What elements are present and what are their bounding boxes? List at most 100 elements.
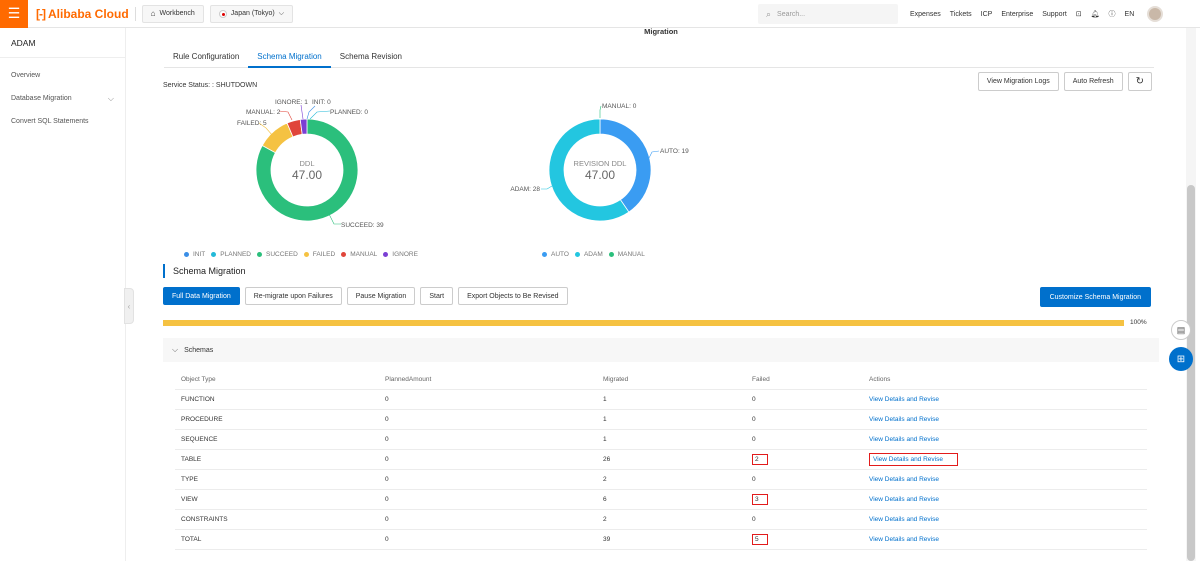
failed-count: 0	[752, 436, 756, 443]
table-cell: 1	[597, 416, 746, 423]
data-label: AUTO: 19	[660, 148, 689, 155]
leader-line	[258, 122, 274, 137]
migrated-count: 1	[603, 396, 607, 403]
legend-item[interactable]: MANUAL	[608, 251, 645, 258]
legend-item[interactable]: FAILED	[303, 251, 335, 258]
table-cell: View Details and Revise	[863, 416, 1147, 423]
legend-item[interactable]: IGNORE	[383, 251, 418, 258]
pause-migration-button[interactable]: Pause Migration	[346, 287, 416, 305]
customize-container: Customize Schema Migration	[1035, 287, 1151, 307]
table-row: VIEW 0 6 3 View Details and Revise	[175, 490, 1147, 510]
refresh-icon[interactable]: ↻	[1127, 72, 1152, 91]
expenses-link[interactable]: Expenses	[910, 10, 941, 18]
table-cell: 0	[379, 496, 597, 503]
data-label: INIT: 0	[312, 99, 331, 106]
bell-icon[interactable]: 🔔︎	[1090, 11, 1100, 18]
planned-amount: 0	[385, 396, 389, 403]
column-header: Actions	[869, 376, 891, 383]
table-row: TOTAL 0 39 5 View Details and Revise	[175, 530, 1147, 550]
leader-line	[300, 104, 304, 120]
legend-item[interactable]: SUCCEED	[257, 251, 298, 258]
leader-line	[599, 105, 602, 118]
chevron-down-icon: ⌵	[172, 345, 179, 354]
region-selector[interactable]: Japan (Tokyo) ⌵	[209, 4, 294, 23]
center-value: 47.00	[292, 168, 322, 182]
avatar[interactable]	[1147, 6, 1164, 22]
legend-label: AUTO	[551, 251, 569, 258]
failed-count: 0	[752, 476, 756, 483]
terminal-icon[interactable]: ⊡	[1075, 11, 1082, 18]
migrated-count: 1	[603, 416, 607, 423]
legend-label: IGNORE	[392, 251, 418, 258]
tickets-link[interactable]: Tickets	[949, 10, 972, 18]
tab-rule-configuration[interactable]: Rule Configuration	[173, 52, 240, 61]
support-link[interactable]: Support	[1042, 10, 1067, 18]
view-details-link[interactable]: View Details and Revise	[869, 453, 958, 466]
sidebar-item-overview[interactable]: Overview	[11, 72, 41, 79]
object-type: FUNCTION	[181, 396, 215, 403]
customize-schema-migration-button[interactable]: Customize Schema Migration	[1039, 287, 1151, 307]
legend-item[interactable]: PLANNED	[211, 251, 251, 258]
view-details-link[interactable]: View Details and Revise	[869, 496, 939, 503]
view-details-link[interactable]: View Details and Revise	[869, 416, 939, 423]
enterprise-link[interactable]: Enterprise	[1001, 10, 1034, 18]
brand-logo[interactable]: [-] Alibaba Cloud	[36, 6, 129, 21]
hamburger-menu-icon[interactable]: ☰	[0, 0, 28, 28]
view-details-link[interactable]: View Details and Revise	[869, 436, 939, 443]
table-cell: View Details and Revise	[863, 496, 1147, 503]
chat-icon[interactable]: ▤	[1171, 320, 1191, 340]
legend-dot-icon	[574, 252, 580, 257]
scrollbar-thumb[interactable]	[1187, 185, 1195, 561]
legend-dot-icon	[184, 252, 189, 257]
legend-item[interactable]: AUTO	[542, 251, 569, 258]
alibaba-logo-icon: [-]	[36, 6, 46, 21]
data-label: MANUAL: 2	[246, 109, 281, 116]
remigrate-button[interactable]: Re-migrate upon Failures	[244, 287, 342, 305]
legend-item[interactable]: MANUAL	[341, 251, 377, 258]
start-button[interactable]: Start	[420, 287, 454, 305]
table-cell: 2	[597, 516, 746, 523]
search-input[interactable]: ⌕ Search...	[758, 4, 898, 24]
help-icon[interactable]: ⓘ	[1108, 11, 1116, 18]
legend-label: INIT	[193, 251, 206, 258]
sidebar-collapse-handle[interactable]: ‹	[124, 288, 134, 324]
legend-dot-icon	[383, 252, 389, 257]
export-objects-button[interactable]: Export Objects to Be Revised	[458, 287, 568, 305]
japan-flag-icon	[218, 9, 227, 18]
apps-icon[interactable]: ⊞	[1169, 347, 1193, 371]
table-cell: 0	[379, 396, 597, 403]
schemas-collapse[interactable]: ⌵ Schemas	[163, 338, 1159, 362]
leader-line	[541, 185, 553, 190]
slice-failed	[261, 122, 294, 154]
language-switch[interactable]: EN	[1124, 10, 1135, 18]
table-cell: CONSTRAINTS	[175, 516, 379, 523]
action-buttons: Full Data Migration Re-migrate upon Fail…	[163, 287, 573, 305]
tab-schema-revision[interactable]: Schema Revision	[339, 52, 402, 61]
chevron-left-icon: ‹	[127, 301, 131, 311]
slice-succeed	[255, 118, 359, 222]
table-cell: 0	[379, 476, 597, 483]
icp-link[interactable]: ICP	[980, 10, 993, 18]
table-row: CONSTRAINTS 0 2 0 View Details and Revise	[175, 510, 1147, 530]
progress-percent: 100%	[1130, 319, 1147, 326]
sidebar-item-database-migration[interactable]: Database Migration ⌵	[0, 87, 125, 110]
view-details-link[interactable]: View Details and Revise	[869, 476, 939, 483]
tab-schema-migration[interactable]: Schema Migration	[248, 48, 331, 68]
legend-item[interactable]: ADAM	[574, 251, 603, 258]
view-details-link[interactable]: View Details and Revise	[869, 516, 939, 523]
data-label: IGNORE: 1	[275, 99, 308, 106]
legend-label: MANUAL	[617, 251, 645, 258]
object-type: TABLE	[181, 456, 202, 463]
view-details-link[interactable]: View Details and Revise	[869, 396, 939, 403]
legend-item[interactable]: INIT	[184, 251, 205, 258]
auto-refresh-button[interactable]: Auto Refresh	[1063, 72, 1123, 91]
table-cell: 1	[597, 396, 746, 403]
view-migration-logs-button[interactable]: View Migration Logs	[977, 72, 1059, 91]
full-data-migration-button[interactable]: Full Data Migration	[163, 287, 240, 305]
workbench-button[interactable]: ⌂ Workbench	[141, 4, 204, 23]
sidebar-item-convert-sql[interactable]: Convert SQL Statements	[11, 118, 89, 125]
planned-amount: 0	[385, 516, 389, 523]
divider	[134, 6, 136, 21]
column-header: Object Type	[181, 376, 216, 383]
view-details-link[interactable]: View Details and Revise	[869, 536, 939, 543]
